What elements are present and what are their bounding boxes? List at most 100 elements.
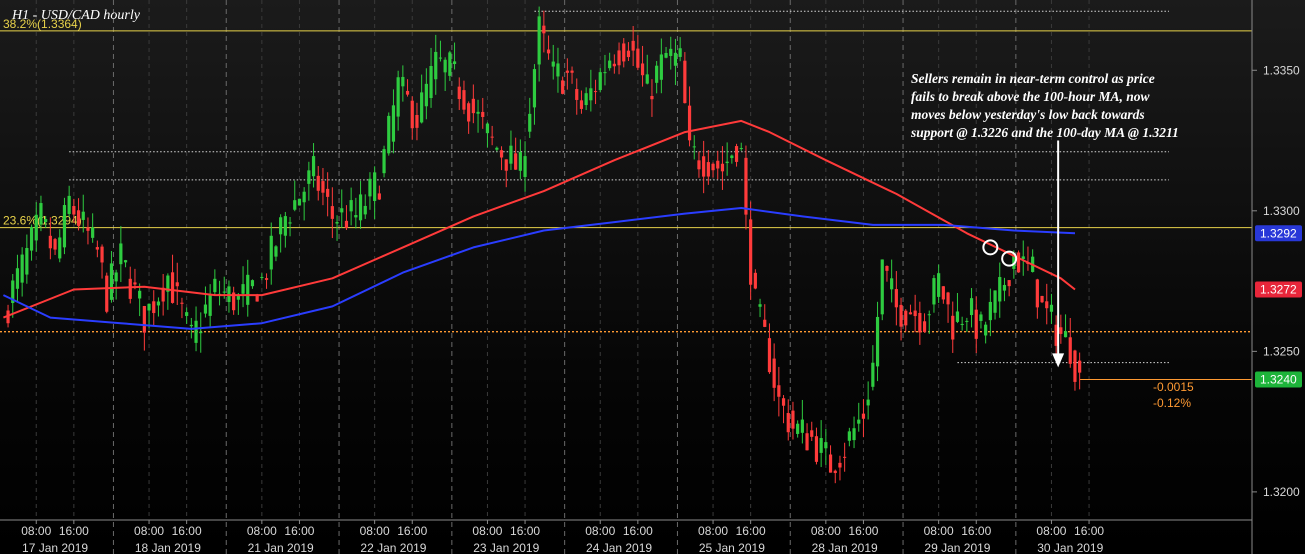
candle-body	[1021, 256, 1025, 259]
candle-body	[20, 254, 24, 283]
candle-body	[128, 278, 132, 299]
candle-body	[495, 147, 499, 150]
x-tick-label: 16:00	[172, 524, 202, 538]
candle-body	[1002, 284, 1007, 291]
date-label: 23 Jan 2019	[473, 541, 539, 554]
candle-body	[998, 277, 1002, 302]
candle-body	[420, 92, 424, 123]
candle-body	[866, 399, 870, 406]
candle-body	[687, 105, 692, 141]
candle-body	[608, 60, 612, 69]
candle-body	[86, 227, 90, 231]
candle-body	[763, 319, 767, 327]
x-tick-label: 16:00	[961, 524, 991, 538]
highlight-circle	[982, 239, 999, 256]
candle-body	[622, 43, 626, 62]
candle-body	[448, 52, 452, 76]
levels: 38.2%(1.3364)23.6%(1.3294)	[0, 10, 1252, 380]
candle-body	[899, 304, 903, 327]
x-tick-label: 08:00	[1036, 524, 1066, 538]
candle-body	[232, 292, 236, 311]
candle-body	[650, 95, 654, 100]
candle-body	[678, 48, 682, 57]
candle-body	[575, 89, 579, 100]
candle-body	[11, 280, 15, 304]
candle-body	[1040, 295, 1044, 303]
candle-body	[161, 287, 165, 302]
candle-body	[673, 52, 678, 66]
candle-body	[504, 159, 508, 171]
candle-body	[659, 54, 663, 80]
candle-body	[843, 456, 847, 458]
candle-body	[62, 205, 67, 248]
candle-body	[401, 76, 405, 87]
candle-body	[53, 239, 57, 250]
x-tick-label: 16:00	[1074, 524, 1104, 538]
moving-averages	[2, 119, 1076, 330]
candle-body	[424, 83, 428, 107]
price-tag	[1255, 225, 1302, 242]
candle-body	[1035, 279, 1039, 308]
candle-body	[330, 206, 334, 219]
candle-body	[781, 398, 786, 406]
candle-body	[730, 155, 734, 159]
candle-body	[123, 260, 128, 263]
candle-body	[532, 69, 537, 108]
candle-body	[199, 331, 203, 334]
date-label: 30 Jan 2019	[1037, 541, 1103, 554]
chart-title: H1 - USD/CAD hourly	[11, 8, 141, 23]
candle-body	[382, 149, 386, 174]
candle-body	[6, 310, 10, 324]
candle-body	[758, 304, 762, 307]
candle-body	[222, 291, 226, 293]
candle-body	[617, 50, 621, 66]
x-tick-label: 08:00	[585, 524, 615, 538]
candle-body	[170, 272, 175, 303]
candle-body	[974, 309, 978, 339]
candle-body	[297, 198, 302, 206]
candle-body	[48, 235, 52, 249]
candle-body	[579, 100, 584, 109]
candle-body	[255, 295, 259, 302]
candle-body	[344, 220, 349, 228]
candle-body	[213, 278, 217, 293]
candle-body	[457, 86, 461, 100]
candle-body	[913, 310, 917, 317]
candle-body	[260, 276, 264, 278]
candle-body	[1049, 304, 1054, 312]
candle-body	[951, 315, 955, 340]
x-tick-label: 16:00	[736, 524, 766, 538]
candle-body	[133, 282, 137, 285]
x-tick-label: 08:00	[472, 524, 502, 538]
candle-body	[828, 454, 833, 473]
candle-body	[152, 301, 156, 314]
candle-body	[208, 293, 212, 316]
candle-body	[58, 237, 62, 259]
candle-body	[810, 430, 814, 437]
candle-body	[518, 152, 522, 171]
candle-body	[969, 298, 974, 316]
candle-body	[871, 362, 875, 387]
candle-body	[598, 72, 602, 91]
candle-body	[307, 170, 311, 184]
candle-body	[452, 61, 457, 65]
x-tick-label: 16:00	[848, 524, 878, 538]
x-tick-label: 16:00	[59, 524, 89, 538]
y-tick-label: 1.3250	[1263, 344, 1300, 358]
candle-body	[25, 247, 29, 275]
candle-body	[546, 49, 551, 54]
candle-body	[979, 314, 983, 321]
candle-body	[918, 312, 922, 333]
candle-body	[946, 292, 950, 305]
price-tag-label: 1.3292	[1260, 226, 1297, 240]
date-label: 21 Jan 2019	[248, 541, 314, 554]
candle-body	[1007, 280, 1011, 287]
candle-body	[875, 316, 880, 367]
candle-body	[894, 289, 898, 308]
x-tick-label: 08:00	[811, 524, 841, 538]
x-tick-label: 08:00	[21, 524, 51, 538]
y-tick-label: 1.3350	[1263, 63, 1300, 77]
date-label: 18 Jan 2019	[135, 541, 201, 554]
candle-body	[551, 61, 555, 67]
candle-body	[246, 274, 250, 305]
